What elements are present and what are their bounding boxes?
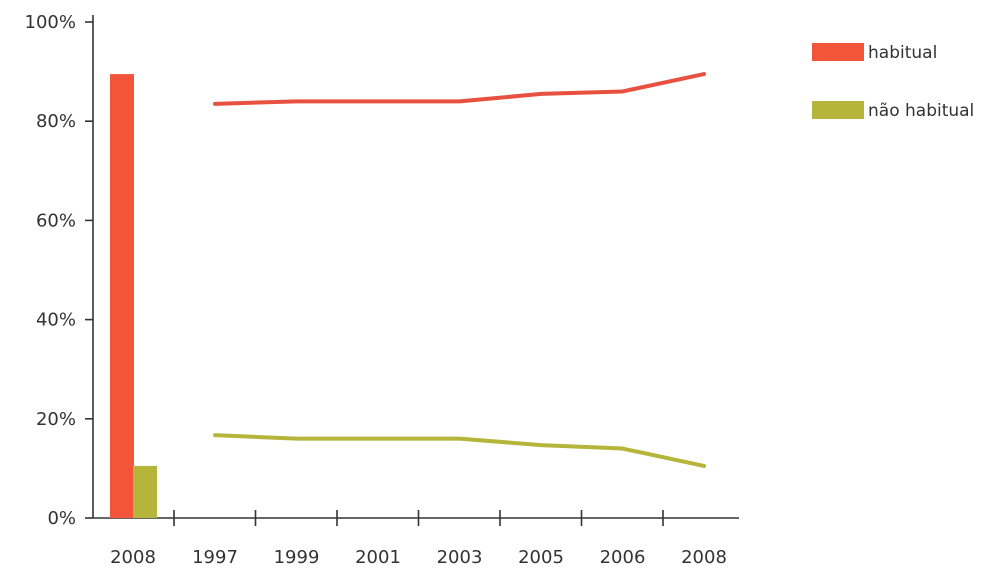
x-tick-label: 1997 xyxy=(192,547,238,568)
y-tick-label: 0% xyxy=(47,508,76,529)
y-tick-label: 60% xyxy=(36,210,76,231)
x-tick-label: 2003 xyxy=(437,547,483,568)
x-tick-label: 2008 xyxy=(681,547,727,568)
legend-label: habitual xyxy=(868,43,937,63)
series-line-não-habitual xyxy=(213,433,706,468)
y-tick-label: 80% xyxy=(36,111,76,132)
bar-não-habitual xyxy=(133,465,157,518)
y-tick-label: 40% xyxy=(36,310,76,331)
bar-habitual xyxy=(110,74,134,518)
x-tick-label: 2006 xyxy=(600,547,646,568)
legend-swatch-habitual xyxy=(812,43,864,61)
y-tick-label: 20% xyxy=(36,409,76,430)
legend-swatch-não-habitual xyxy=(812,101,864,119)
x-tick-label: 1999 xyxy=(274,547,320,568)
x-tick-label: 2001 xyxy=(355,547,401,568)
x-tick-label: 2005 xyxy=(518,547,564,568)
y-tick-label: 100% xyxy=(25,12,76,33)
series-line-habitual xyxy=(213,72,706,106)
x-tick-label: 2008 xyxy=(110,547,156,568)
legend-label: não habitual xyxy=(868,101,974,121)
